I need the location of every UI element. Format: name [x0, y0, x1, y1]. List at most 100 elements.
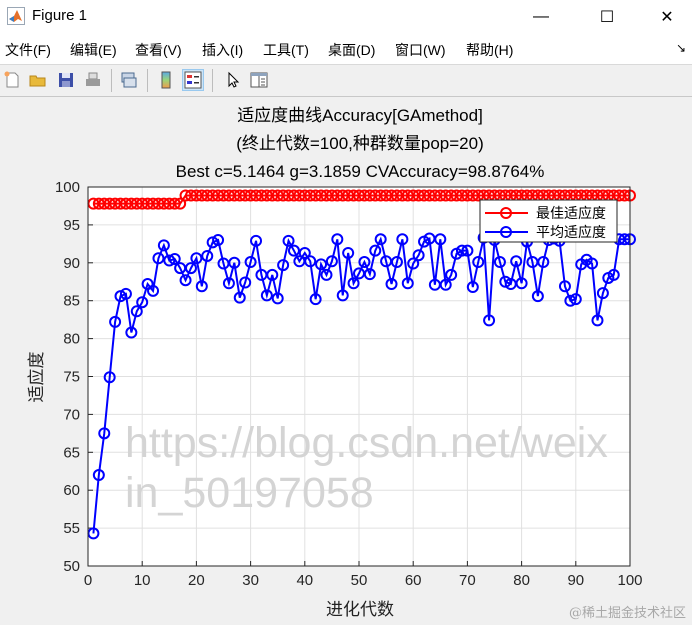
new-figure-icon[interactable] — [1, 69, 23, 91]
mean-fitness-marker — [179, 274, 192, 287]
x-axis-label: 进化代数 — [326, 600, 394, 620]
maximize-button[interactable]: ☐ — [599, 8, 615, 26]
mean-fitness-marker — [336, 289, 349, 302]
mean-fitness-marker — [483, 314, 496, 327]
mean-fitness-marker — [537, 256, 550, 269]
x-tick-label: 10 — [134, 572, 151, 589]
mean-fitness-marker — [472, 256, 485, 269]
mean-fitness-marker — [586, 257, 599, 270]
chart-title-line3: Best c=5.1464 g=3.1859 CVAccuracy=98.876… — [176, 162, 545, 181]
mean-fitness-marker — [157, 239, 170, 252]
menu-edit[interactable]: 编辑(E) — [70, 42, 117, 58]
mean-fitness-marker — [412, 249, 425, 262]
mean-fitness-marker — [445, 268, 458, 281]
menu-tools[interactable]: 工具(T) — [263, 42, 309, 58]
mean-fitness-marker — [569, 293, 582, 306]
menu-help[interactable]: 帮助(H) — [466, 42, 514, 58]
menu-insert[interactable]: 插入(I) — [202, 42, 244, 58]
mean-fitness-marker — [212, 234, 225, 247]
close-button[interactable]: ✕ — [660, 8, 674, 26]
mean-fitness-marker — [152, 252, 165, 265]
y-tick-label: 55 — [63, 520, 80, 537]
mean-fitness-marker — [401, 277, 414, 290]
mean-fitness-marker — [163, 254, 176, 267]
mean-fitness-marker — [385, 278, 398, 291]
dock-arrow-icon[interactable]: ↘ — [675, 41, 686, 55]
mean-fitness-marker — [195, 280, 208, 293]
mean-fitness-marker — [250, 234, 263, 247]
legend[interactable]: 最佳适应度 平均适应度 — [479, 199, 618, 243]
mean-fitness-marker — [439, 278, 452, 291]
mean-fitness-marker — [374, 233, 387, 246]
mean-fitness-marker — [168, 253, 181, 266]
mean-fitness-marker — [109, 315, 122, 328]
x-tick-label: 0 — [84, 572, 92, 589]
menu-desktop[interactable]: 桌面(D) — [328, 42, 376, 58]
toolbar-separator — [212, 69, 213, 92]
legend-icon[interactable] — [182, 69, 204, 91]
chart-title-line2: (终止代数=100,种群数量pop=20) — [236, 134, 484, 153]
mean-fitness-marker — [266, 268, 279, 281]
mean-fitness-marker — [147, 284, 160, 297]
figure-canvas: 0 10 20 30 40 50 60 70 80 90 100 50 55 60 65 70 75 80 85 90… — [27, 106, 643, 620]
x-tick-label: 50 — [351, 572, 368, 589]
mean-fitness-marker — [98, 427, 111, 440]
mean-fitness-marker — [369, 244, 382, 257]
title-bar: Figure 1 — ☐ ✕ — [0, 0, 692, 33]
property-editor-icon[interactable] — [248, 69, 270, 91]
x-tick-label: 30 — [242, 572, 259, 589]
y-tick-label: 60 — [63, 482, 80, 499]
x-tick-label: 40 — [296, 572, 313, 589]
menu-window[interactable]: 窗口(W) — [395, 42, 446, 58]
legend-label-best: 最佳适应度 — [536, 205, 606, 222]
mean-fitness-marker — [564, 294, 577, 307]
x-tick-label: 70 — [459, 572, 476, 589]
mean-fitness-marker — [342, 246, 355, 259]
mean-fitness-marker — [596, 287, 609, 300]
mean-fitness-marker — [287, 244, 300, 257]
toolbar — [0, 65, 692, 97]
matlab-logo-icon — [7, 7, 25, 25]
y-tick-label: 100 — [55, 179, 80, 196]
link-plot-icon[interactable] — [118, 69, 140, 91]
y-axis-label: 适应度 — [27, 352, 47, 403]
print-icon[interactable] — [82, 69, 104, 91]
mean-fitness-marker — [607, 268, 620, 281]
save-icon[interactable] — [55, 69, 77, 91]
mean-fitness-marker — [201, 249, 214, 262]
mean-fitness-marker — [461, 244, 474, 257]
mean-fitness-marker — [320, 268, 333, 281]
mean-fitness-marker — [558, 280, 571, 293]
legend-marker-best — [500, 207, 512, 219]
mean-fitness-marker — [244, 256, 257, 269]
best-fitness-series — [87, 189, 636, 210]
mean-fitness-marker — [510, 255, 523, 268]
best-fitness-marker — [174, 197, 187, 210]
mean-fitness-marker — [114, 290, 127, 303]
menu-view[interactable]: 查看(V) — [135, 42, 182, 58]
y-tick-label: 65 — [63, 444, 80, 461]
open-file-icon[interactable] — [27, 69, 49, 91]
window-title: Figure 1 — [32, 7, 88, 24]
mean-fitness-marker — [282, 234, 295, 247]
mean-fitness-marker — [493, 256, 506, 269]
colorbar-icon[interactable] — [155, 69, 177, 91]
mean-fitness-marker — [206, 236, 219, 249]
minimize-button[interactable]: — — [533, 7, 549, 25]
mean-fitness-marker — [591, 314, 604, 327]
y-tick-label: 70 — [63, 406, 80, 423]
mean-fitness-marker — [407, 257, 420, 270]
mean-fitness-marker — [277, 259, 290, 272]
mean-fitness-marker — [331, 233, 344, 246]
pointer-icon[interactable] — [222, 69, 244, 91]
mean-fitness-marker — [347, 277, 360, 290]
mean-fitness-marker — [136, 296, 149, 309]
mean-fitness-marker — [271, 292, 284, 305]
mean-fitness-marker — [434, 233, 447, 246]
mean-fitness-line — [92, 236, 630, 534]
y-tick-label: 75 — [63, 369, 80, 386]
mean-fitness-marker — [363, 268, 376, 281]
menu-file[interactable]: 文件(F) — [5, 42, 51, 58]
mean-fitness-marker — [309, 293, 322, 306]
mean-fitness-marker — [325, 255, 338, 268]
